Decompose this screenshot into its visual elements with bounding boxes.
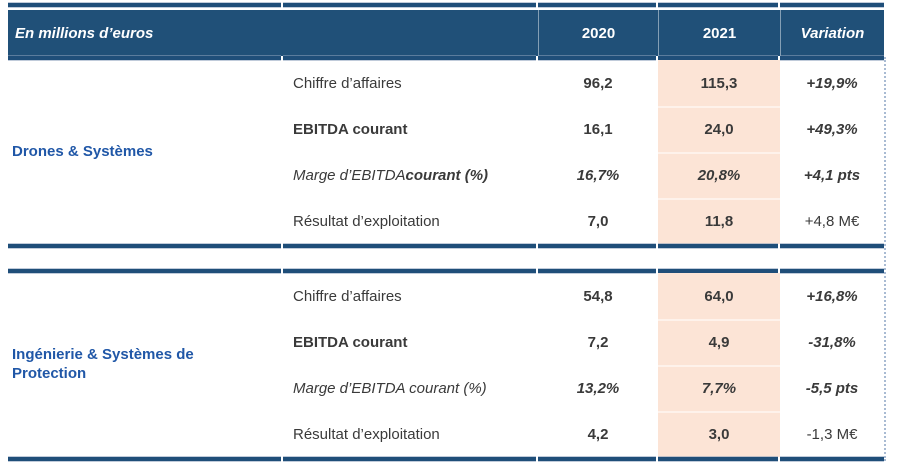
- value-2020: 96,2: [583, 74, 613, 92]
- section-label-drones-systemes: Drones & Systèmes: [8, 60, 283, 244]
- header-col-variation: Variation: [780, 10, 884, 56]
- metric-label: Chiffre d’affaires: [293, 287, 402, 305]
- header-bottom-rule: [8, 56, 884, 60]
- metric-label: EBITDA courant: [293, 333, 408, 351]
- section-label-ingenierie-protection: Ingénierie & Systèmes de Protection: [8, 273, 283, 457]
- variation-value: +16,8%: [806, 287, 858, 305]
- variation-value: +4,8 M€: [804, 212, 860, 230]
- value-2020: 13,2%: [576, 379, 620, 397]
- value-2021: 20,8%: [658, 152, 780, 198]
- value-2021: 24,0: [658, 106, 780, 152]
- table-header-row: En millions d’euros 2020 2021 Variation: [8, 10, 884, 56]
- variation-value: +19,9%: [806, 74, 858, 92]
- variation-value: +49,3%: [806, 120, 858, 138]
- section-drones-systemes: Drones & Systèmes Chiffre d’affaires 96,…: [8, 60, 884, 244]
- value-2021: 7,7%: [658, 365, 780, 411]
- metric-label: Marge d’EBITDA courant (%): [293, 166, 489, 184]
- variation-value: +4,1 pts: [803, 166, 861, 184]
- section-label-text: Drones & Systèmes: [12, 142, 153, 160]
- table-top-rule: [8, 3, 884, 7]
- value-2020: 7,0: [587, 212, 609, 230]
- financial-results-table: En millions d’euros 2020 2021 Variation …: [8, 3, 884, 461]
- variation-value: -31,8%: [808, 333, 856, 351]
- page-margin-dotted-guide: [884, 57, 886, 461]
- section-ingenierie-protection: Ingénierie & Systèmes de Protection Chif…: [8, 273, 884, 457]
- value-2020: 7,2: [587, 333, 609, 351]
- value-2021: 115,3: [658, 60, 780, 106]
- variation-value: -1,3 M€: [806, 425, 858, 443]
- value-2020: 54,8: [583, 287, 613, 305]
- header-unit-label: En millions d’euros: [15, 24, 154, 42]
- value-2021: 4,9: [658, 319, 780, 365]
- value-2020: 16,7%: [576, 166, 620, 184]
- metric-label: Résultat d’exploitation: [293, 425, 440, 443]
- metric-label: Résultat d’exploitation: [293, 212, 440, 230]
- metric-label: EBITDA courant: [293, 120, 408, 138]
- section-label-text: Ingénierie & Systèmes de Protection: [12, 346, 194, 382]
- table-bottom-rule: [8, 457, 884, 461]
- header-col-2021: 2021: [658, 10, 780, 56]
- value-2021: 3,0: [658, 411, 780, 457]
- variation-value: -5,5 pts: [805, 379, 859, 397]
- section-separator: [8, 244, 884, 273]
- metric-label: Marge d’EBITDA courant (%): [293, 379, 487, 397]
- value-2020: 16,1: [583, 120, 613, 138]
- header-col-2020: 2020: [538, 10, 658, 56]
- metric-label: Chiffre d’affaires: [293, 74, 402, 92]
- value-2020: 4,2: [587, 425, 609, 443]
- value-2021: 11,8: [658, 198, 780, 244]
- value-2021: 64,0: [658, 273, 780, 319]
